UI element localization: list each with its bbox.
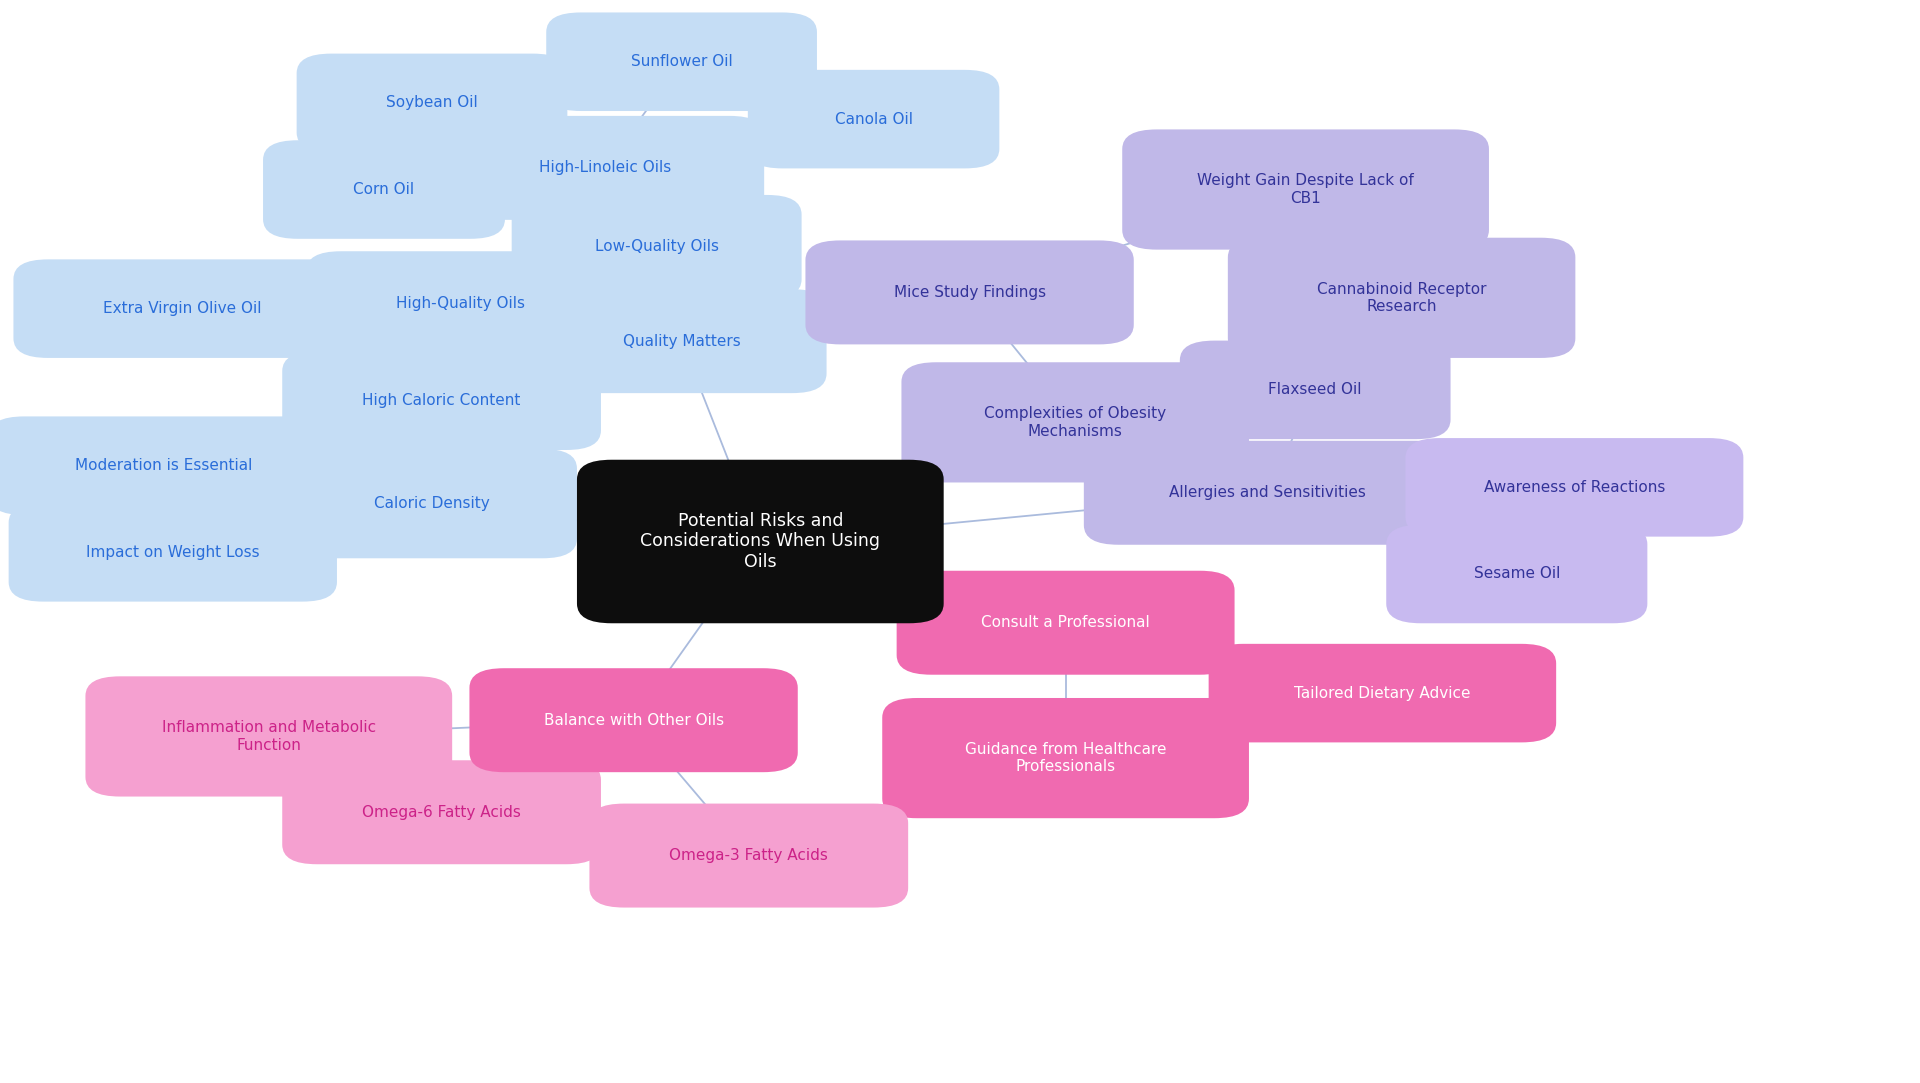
FancyBboxPatch shape <box>511 195 801 299</box>
FancyBboxPatch shape <box>470 668 799 772</box>
Text: Consult a Professional: Consult a Professional <box>981 615 1150 630</box>
FancyBboxPatch shape <box>1386 525 1647 624</box>
FancyBboxPatch shape <box>806 240 1133 344</box>
Text: Extra Virgin Olive Oil: Extra Virgin Olive Oil <box>104 301 261 316</box>
Text: Inflammation and Metabolic
Function: Inflammation and Metabolic Function <box>161 720 376 753</box>
Text: Omega-3 Fatty Acids: Omega-3 Fatty Acids <box>670 848 828 863</box>
FancyBboxPatch shape <box>263 141 505 239</box>
Text: Low-Quality Oils: Low-Quality Oils <box>595 239 718 255</box>
Text: Impact on Weight Loss: Impact on Weight Loss <box>86 545 259 560</box>
FancyBboxPatch shape <box>1121 130 1490 250</box>
Text: Flaxseed Oil: Flaxseed Oil <box>1269 382 1361 397</box>
FancyBboxPatch shape <box>536 289 826 393</box>
Text: Soybean Oil: Soybean Oil <box>386 95 478 110</box>
FancyBboxPatch shape <box>883 699 1248 819</box>
Text: Sunflower Oil: Sunflower Oil <box>632 54 732 69</box>
Text: Sesame Oil: Sesame Oil <box>1475 566 1559 582</box>
Text: Tailored Dietary Advice: Tailored Dietary Advice <box>1294 686 1471 701</box>
FancyBboxPatch shape <box>1179 341 1452 440</box>
FancyBboxPatch shape <box>282 760 601 864</box>
FancyBboxPatch shape <box>0 417 338 514</box>
FancyBboxPatch shape <box>282 351 601 451</box>
FancyBboxPatch shape <box>13 259 351 357</box>
FancyBboxPatch shape <box>1405 438 1743 536</box>
Text: Corn Oil: Corn Oil <box>353 182 415 197</box>
Text: Omega-6 Fatty Acids: Omega-6 Fatty Acids <box>363 805 520 820</box>
FancyBboxPatch shape <box>545 13 818 112</box>
FancyBboxPatch shape <box>1210 643 1555 743</box>
FancyBboxPatch shape <box>8 503 338 602</box>
FancyBboxPatch shape <box>1229 238 1574 357</box>
FancyBboxPatch shape <box>589 804 908 908</box>
Text: Balance with Other Oils: Balance with Other Oils <box>543 713 724 728</box>
FancyBboxPatch shape <box>902 362 1248 483</box>
Text: High-Quality Oils: High-Quality Oils <box>396 296 526 311</box>
FancyBboxPatch shape <box>307 251 614 355</box>
Text: High Caloric Content: High Caloric Content <box>363 393 520 408</box>
Text: Moderation is Essential: Moderation is Essential <box>75 458 252 473</box>
Text: Complexities of Obesity
Mechanisms: Complexities of Obesity Mechanisms <box>985 406 1165 439</box>
Text: Allergies and Sensitivities: Allergies and Sensitivities <box>1169 485 1365 500</box>
FancyBboxPatch shape <box>298 54 568 152</box>
Text: Cannabinoid Receptor
Research: Cannabinoid Receptor Research <box>1317 282 1486 314</box>
FancyBboxPatch shape <box>749 70 998 168</box>
FancyBboxPatch shape <box>576 459 945 624</box>
FancyBboxPatch shape <box>445 116 764 220</box>
Text: Caloric Density: Caloric Density <box>374 496 490 511</box>
Text: Awareness of Reactions: Awareness of Reactions <box>1484 480 1665 495</box>
Text: Potential Risks and
Considerations When Using
Oils: Potential Risks and Considerations When … <box>641 511 879 572</box>
FancyBboxPatch shape <box>1083 441 1452 545</box>
Text: High-Linoleic Oils: High-Linoleic Oils <box>540 160 670 175</box>
FancyBboxPatch shape <box>897 571 1235 675</box>
FancyBboxPatch shape <box>86 676 453 797</box>
Text: Weight Gain Despite Lack of
CB1: Weight Gain Despite Lack of CB1 <box>1198 173 1413 206</box>
Text: Canola Oil: Canola Oil <box>835 112 912 127</box>
Text: Guidance from Healthcare
Professionals: Guidance from Healthcare Professionals <box>966 742 1165 774</box>
Text: Mice Study Findings: Mice Study Findings <box>893 285 1046 300</box>
Text: Quality Matters: Quality Matters <box>622 334 741 349</box>
FancyBboxPatch shape <box>288 449 576 559</box>
